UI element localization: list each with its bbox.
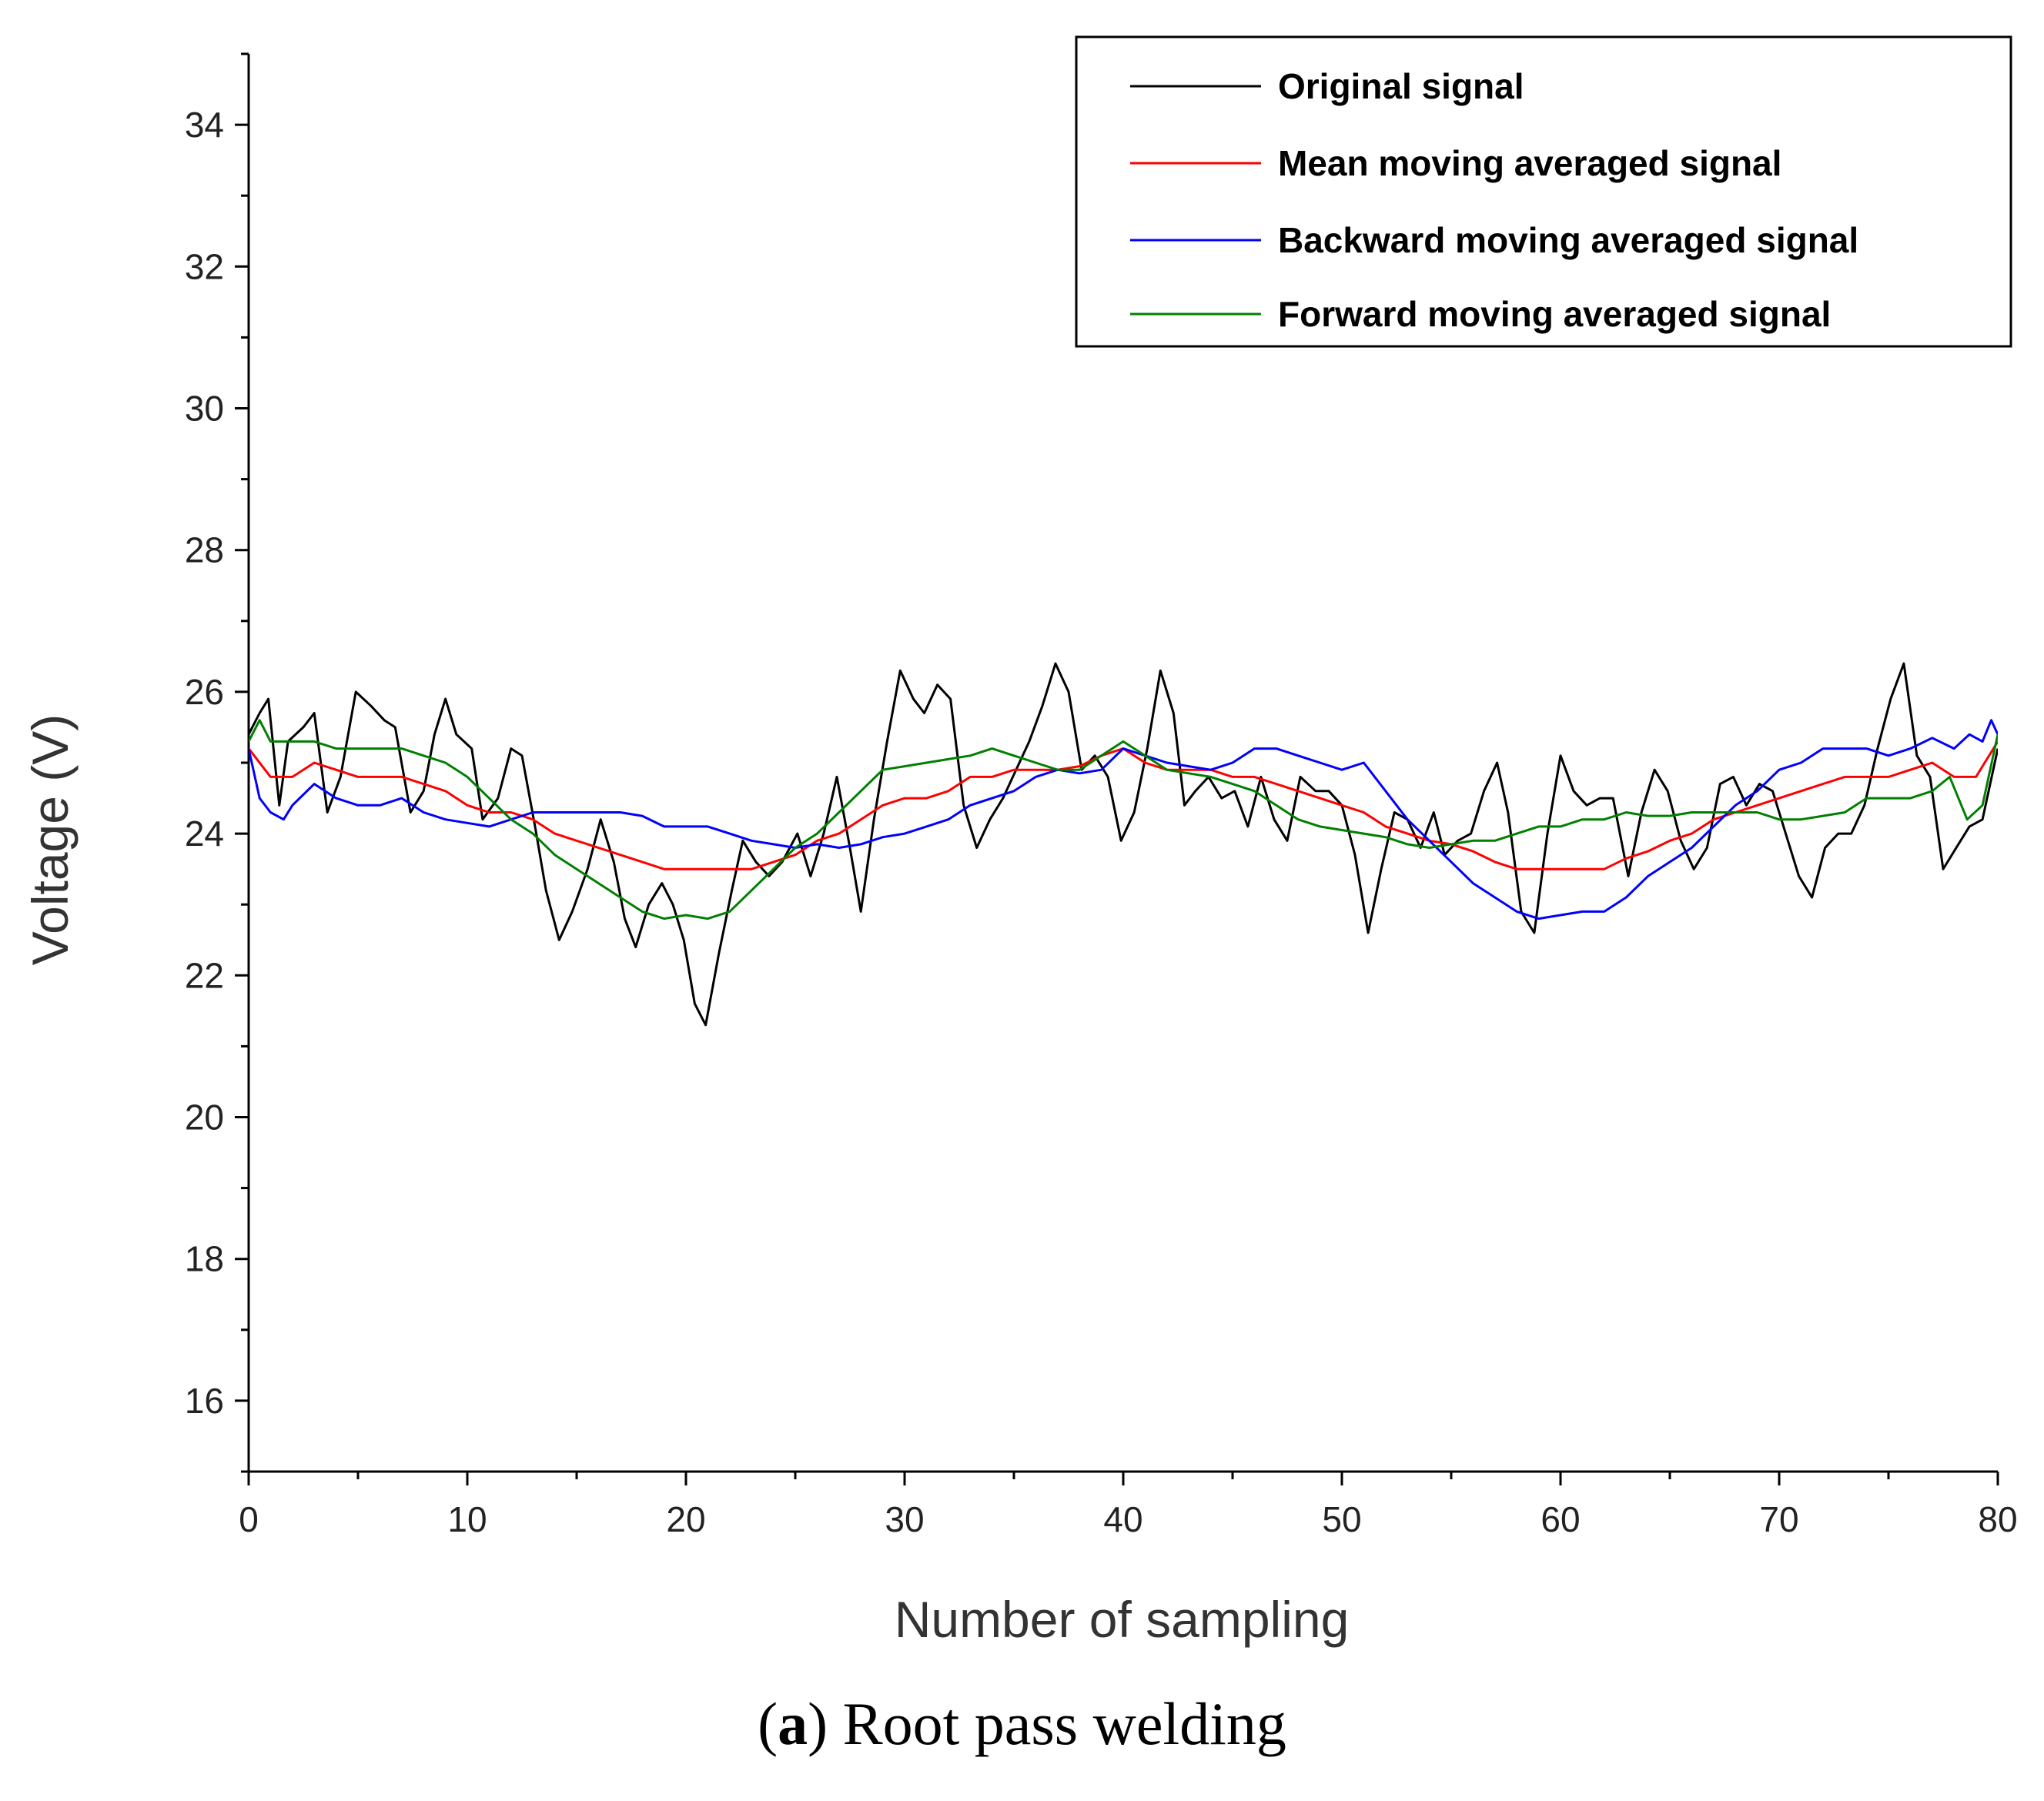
x-tick-label: 10 xyxy=(447,1499,487,1539)
y-axis-title: Voltage (V) xyxy=(22,714,79,966)
series-line-forward-moving-averaged-signal xyxy=(249,719,1998,921)
caption-label: a xyxy=(778,1690,808,1757)
x-tick-label: 80 xyxy=(1978,1499,2017,1539)
y-tick-label: 18 xyxy=(185,1239,224,1279)
caption-open-paren: ( xyxy=(758,1690,778,1757)
y-tick-label: 26 xyxy=(185,672,224,712)
x-tick-label: 30 xyxy=(885,1499,924,1539)
y-tick-label: 28 xyxy=(185,530,224,570)
y-tick-label: 20 xyxy=(185,1098,224,1138)
series-line-original-signal xyxy=(249,662,1998,1027)
y-tick-label: 34 xyxy=(185,105,224,145)
caption-close-paren: ) xyxy=(808,1690,828,1757)
x-tick-label: 60 xyxy=(1541,1499,1580,1539)
caption-text: Root pass welding xyxy=(842,1690,1286,1757)
legend-box xyxy=(1075,35,2012,348)
axes-layer: 0 10 20 30 40 50 60 70 80 16 18 20 22 24 26 28 30 32 34 xyxy=(185,52,2018,1539)
legend-label-backward-moving-averaged-signal: Backward moving averaged signal xyxy=(1278,220,1858,260)
legend-label-mean-moving-averaged-signal: Mean moving averaged signal xyxy=(1278,143,1781,183)
x-tick-label: 0 xyxy=(239,1499,259,1539)
x-tick-label: 20 xyxy=(666,1499,705,1539)
x-tick-label: 50 xyxy=(1322,1499,1361,1539)
figure-caption: (a) Root pass welding xyxy=(0,1689,2044,1759)
y-tick-label: 24 xyxy=(185,814,224,854)
legend: Original signal Mean moving averaged sign… xyxy=(1075,35,2012,348)
y-tick-label: 16 xyxy=(185,1381,224,1421)
y-tick-label: 32 xyxy=(185,246,224,286)
x-tick-label: 40 xyxy=(1103,1499,1142,1539)
series-layer xyxy=(249,662,1998,1027)
x-axis-title: Number of sampling xyxy=(895,1591,1350,1648)
legend-label-original-signal: Original signal xyxy=(1278,66,1524,106)
y-tick-label: 22 xyxy=(185,955,224,995)
legend-label-forward-moving-averaged-signal: Forward moving averaged signal xyxy=(1278,294,1831,334)
y-tick-label: 30 xyxy=(185,389,224,429)
x-tick-label: 70 xyxy=(1759,1499,1798,1539)
